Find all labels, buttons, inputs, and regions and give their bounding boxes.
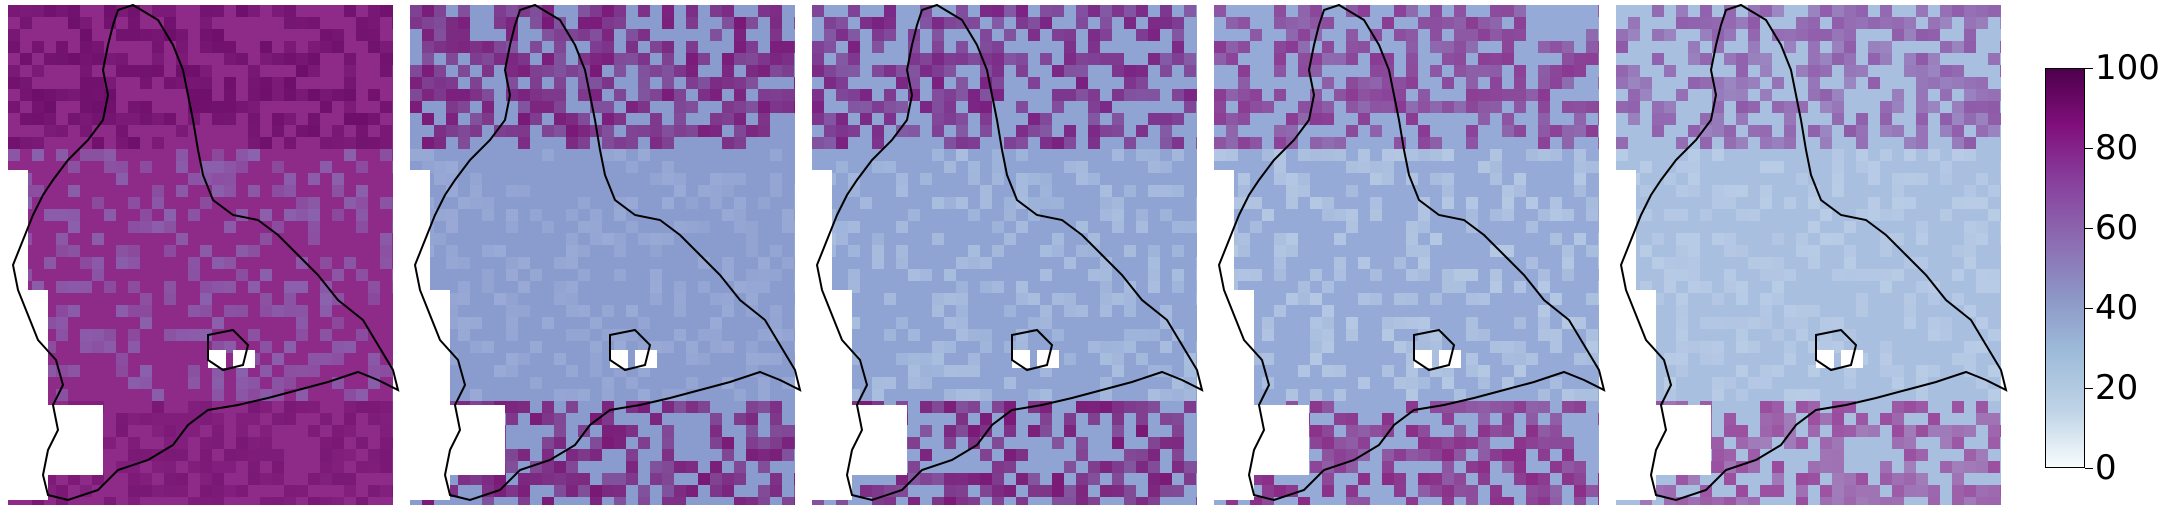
colorbar-tick-label: 80 [2095, 128, 2139, 168]
map-panel-2 [410, 0, 810, 525]
region-boundary [11, 3, 400, 502]
map-panel-1 [8, 0, 408, 525]
inner-boundary [1815, 328, 1858, 372]
colorbar-tick [2085, 228, 2093, 229]
map-panel-4 [1214, 0, 1614, 525]
colorbar-tick-label: 40 [2095, 288, 2139, 328]
colorbar: 0 20 40 60 80 100 [2035, 51, 2160, 485]
map-svg [1214, 3, 1606, 505]
map-panel-5 [1616, 0, 2016, 525]
raster-field [8, 5, 393, 505]
region-boundary [1619, 3, 2008, 502]
colorbar-tick [2085, 468, 2093, 469]
inner-boundary [609, 328, 652, 372]
colorbar-tick-label: 0 [2095, 448, 2117, 488]
map-svg [8, 3, 400, 505]
colorbar-tick [2085, 68, 2093, 69]
raster-field [410, 5, 795, 505]
colorbar-tick-label: 100 [2095, 48, 2160, 88]
colorbar-tick-label: 60 [2095, 208, 2139, 248]
inner-boundary [207, 328, 250, 372]
colorbar-tick-label: 20 [2095, 368, 2139, 408]
raster-field [812, 5, 1197, 505]
raster-field [1616, 5, 2001, 505]
colorbar-gradient [2045, 68, 2085, 468]
colorbar-tick [2085, 388, 2093, 389]
map-svg [812, 3, 1204, 505]
inner-boundary [1011, 328, 1054, 372]
region-boundary [815, 3, 1204, 502]
inner-boundary [1413, 328, 1456, 372]
map-svg [410, 3, 802, 505]
raster-field [1214, 5, 1599, 505]
map-svg [1616, 3, 2008, 505]
map-panel-3 [812, 0, 1212, 525]
colorbar-tick [2085, 308, 2093, 309]
colorbar-tick [2085, 148, 2093, 149]
region-boundary [413, 3, 802, 502]
region-boundary [1217, 3, 1606, 502]
